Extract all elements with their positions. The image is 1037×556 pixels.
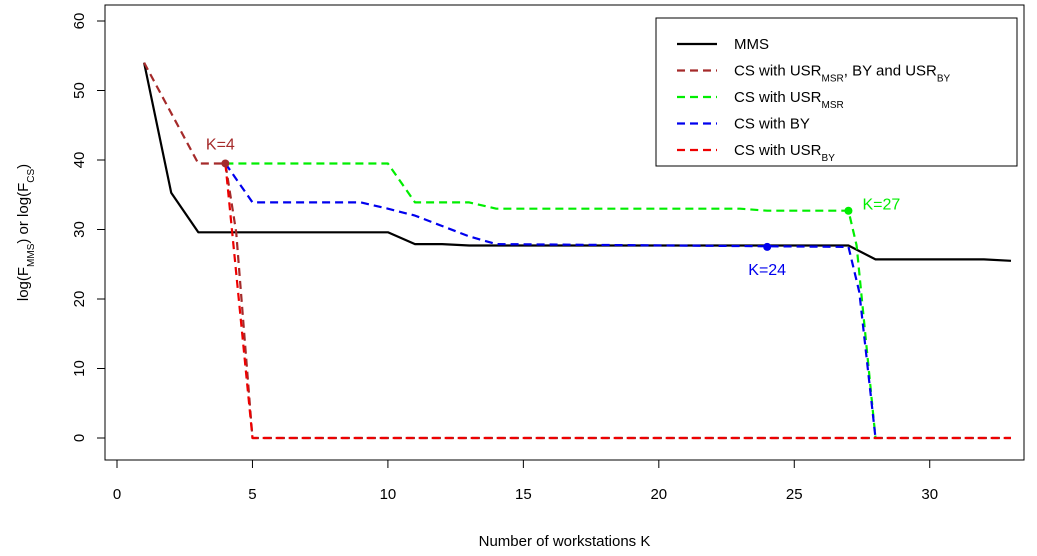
y-tick-label: 20 [71, 291, 88, 308]
annotation-label: K=27 [862, 197, 900, 214]
annotation-label: K=4 [206, 136, 235, 153]
legend-label: MMS [734, 36, 769, 53]
y-tick-label: 10 [71, 360, 88, 377]
series-line-4 [224, 163, 1011, 440]
legend-box [655, 17, 1018, 167]
annotation-point [763, 242, 772, 251]
x-tick-label: 5 [248, 486, 256, 503]
x-tick-label: 25 [786, 486, 803, 503]
x-tick-label: 15 [515, 486, 532, 503]
legend-label: CS with BY [734, 116, 810, 133]
y-axis-title: log(FMMS) or log(FCS) [15, 164, 37, 301]
series-line-0 [143, 62, 1012, 262]
legend-label: CS with USRMSR [734, 89, 844, 111]
series-line-1 [143, 62, 1011, 440]
series-line-2 [225, 162, 877, 439]
x-tick-label: 20 [650, 486, 667, 503]
series-line-3 [224, 162, 877, 439]
annotation-point [844, 206, 853, 215]
y-tick-label: 40 [71, 152, 88, 169]
x-tick-label: 10 [380, 486, 397, 503]
y-tick-label: 50 [71, 82, 88, 99]
annotation-point [221, 159, 230, 168]
x-tick-label: 0 [113, 486, 121, 503]
y-tick-label: 0 [71, 434, 88, 442]
y-tick-label: 30 [71, 221, 88, 238]
y-tick-label: 60 [71, 13, 88, 30]
legend-label: CS with USRBY [734, 142, 835, 164]
x-tick-label: 30 [921, 486, 938, 503]
annotation-label: K=24 [748, 262, 786, 279]
legend-label: CS with USRMSR, BY and USRBY [734, 63, 951, 85]
x-axis-title: Number of workstations K [479, 533, 651, 550]
